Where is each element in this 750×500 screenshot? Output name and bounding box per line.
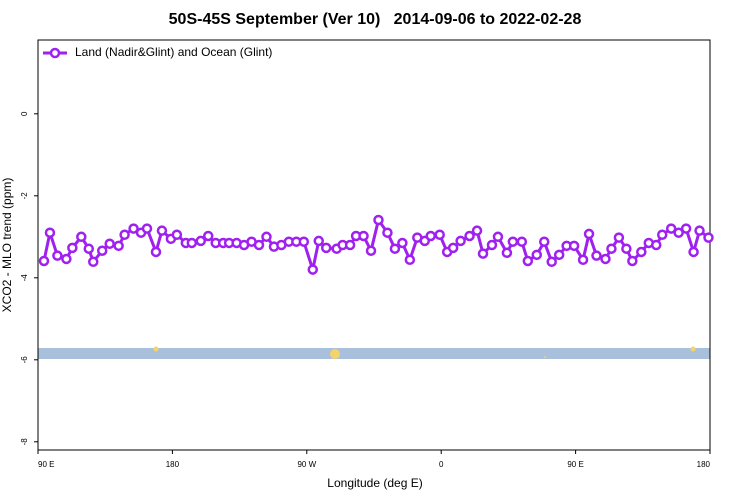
data-point	[83, 243, 95, 254]
x-tick-label: 90 E	[38, 460, 54, 469]
data-point	[195, 235, 207, 247]
data-point	[104, 238, 115, 250]
data-point	[88, 256, 99, 268]
data-point	[171, 229, 183, 240]
data-point	[471, 225, 483, 236]
data-point	[365, 245, 377, 256]
data-point	[531, 249, 543, 261]
data-point	[522, 255, 534, 267]
data-point	[665, 223, 677, 234]
data-point	[591, 250, 602, 261]
data-point	[680, 223, 692, 234]
data-point	[613, 232, 625, 243]
land-patch	[690, 346, 696, 352]
data-point	[636, 246, 647, 258]
data-point	[568, 240, 580, 252]
data-point	[202, 230, 214, 242]
data-point	[694, 225, 705, 236]
data-point	[397, 237, 408, 249]
land-ocean-strip	[38, 346, 710, 359]
data-point	[516, 236, 528, 247]
data-point	[404, 254, 416, 266]
legend-label: Land (Nadir&Glint) and Ocean (Glint)	[75, 45, 272, 59]
data-point	[76, 231, 87, 243]
y-tick-label: -4	[20, 274, 29, 282]
data-point	[477, 248, 489, 259]
data-point	[486, 239, 498, 251]
data-point	[538, 236, 550, 247]
data-point	[434, 229, 445, 240]
data-point	[96, 245, 108, 256]
data-point	[67, 242, 78, 254]
data-point	[52, 250, 63, 261]
data-point	[156, 225, 168, 236]
data-point	[621, 243, 632, 254]
data-point	[141, 223, 153, 234]
data-point	[113, 240, 124, 252]
data-point	[577, 254, 589, 266]
data-point	[455, 235, 466, 247]
data-point	[344, 239, 356, 251]
data-point	[373, 214, 384, 226]
data-point	[492, 231, 504, 243]
data-point	[358, 230, 369, 242]
data-point	[307, 264, 319, 275]
data-point	[382, 227, 393, 238]
data-point	[546, 256, 557, 268]
data-point	[656, 229, 668, 240]
data-point	[507, 236, 519, 247]
plot-frame	[37, 39, 711, 451]
x-tick-label: 0	[439, 460, 444, 469]
data-point	[389, 243, 401, 254]
data-point	[261, 231, 272, 243]
data-point	[650, 239, 662, 251]
data-point	[186, 237, 198, 249]
land-patch	[544, 356, 546, 358]
ocean-band	[38, 348, 710, 359]
data-point	[606, 243, 617, 254]
data-point	[673, 227, 684, 238]
data-point	[313, 235, 324, 247]
data-point	[688, 246, 699, 258]
x-tick-label: 180	[697, 460, 711, 469]
land-patch	[330, 349, 340, 359]
data-point	[298, 236, 310, 247]
data-point	[61, 253, 72, 265]
data-point	[253, 239, 265, 251]
data-point	[627, 255, 638, 267]
data-point	[119, 229, 130, 240]
data-point	[320, 242, 332, 254]
y-tick-label: 0	[20, 111, 29, 116]
data-point	[501, 247, 513, 259]
data-point	[703, 232, 714, 243]
data-point	[38, 255, 50, 267]
data-point	[128, 223, 139, 234]
data-point	[464, 230, 475, 242]
data-point	[44, 227, 56, 238]
y-tick-label: -2	[20, 192, 29, 200]
data-point	[600, 253, 611, 265]
chart-title: 50S-45S September (Ver 10) 2014-09-06 to…	[169, 11, 582, 28]
data-point	[553, 249, 565, 261]
x-tick-label: 90 E	[567, 460, 583, 469]
y-axis-label: XCO2 - MLO trend (ppm)	[0, 178, 14, 313]
y-tick-label: -6	[20, 356, 29, 364]
data-point	[447, 242, 459, 254]
data-point	[150, 246, 162, 258]
x-axis-label: Longitude (deg E)	[327, 476, 422, 490]
legend-marker	[49, 47, 61, 59]
x-tick-label: 180	[166, 460, 180, 469]
land-patch	[153, 346, 159, 352]
data-point	[583, 228, 595, 240]
x-tick-label: 90 W	[297, 460, 316, 469]
data-point	[425, 230, 436, 242]
y-tick-label: -8	[20, 438, 29, 446]
